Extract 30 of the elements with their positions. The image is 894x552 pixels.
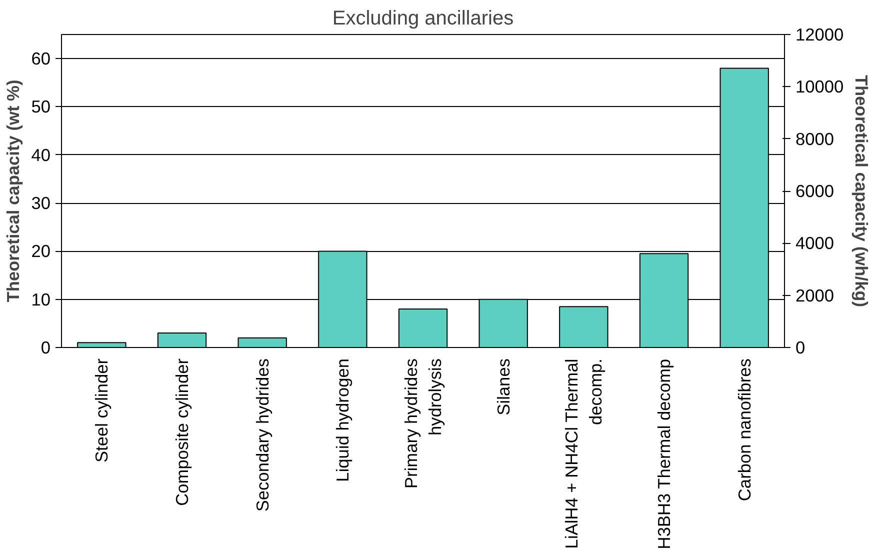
chart-title: Excluding ancillaries [332, 8, 514, 30]
y-tick-label: 60 [31, 48, 51, 69]
y-axis-title: Theoretical capacity (wt %) [3, 80, 24, 302]
y-tick-label: 20 [31, 241, 51, 262]
x-tick-label: Secondary hydrides [252, 358, 272, 512]
y-tick-label: 10 [31, 289, 51, 310]
x-tick-label: LiAlH4 + NH4Cl Thermal decomp. [562, 358, 606, 549]
x-tick-label: Steel cylinder [92, 358, 112, 463]
y-tick-label: 30 [31, 193, 51, 214]
y2-tick-label: 6000 [796, 181, 834, 201]
y2-tick-label: 12000 [796, 24, 844, 44]
x-tick-label: Silanes [493, 358, 514, 416]
y-tick-label: 0 [40, 338, 51, 358]
bar [559, 306, 608, 348]
bar [238, 337, 287, 348]
x-tick-label: Primary hydrides hydrolysis [401, 358, 445, 488]
x-tick-label: Liquid hydrogen [332, 358, 353, 482]
y2-tick-label: 8000 [796, 128, 834, 149]
x-tick-label: H3BH3 Thermal decomp [654, 358, 674, 550]
bar [157, 332, 207, 348]
y2-tick-label: 10000 [796, 76, 844, 97]
y2-tick-label: 2000 [796, 285, 834, 306]
bar [398, 308, 448, 348]
x-tick-label: Carbon nanofibres [734, 358, 754, 502]
y-tick-label: 40 [31, 144, 51, 165]
x-tick-label: Composite cylinder [172, 358, 192, 506]
y-tick-label: 50 [31, 96, 51, 117]
y2-axis-title: Theoretical capacity (wh/kg) [852, 74, 872, 308]
y2-tick-label: 0 [796, 338, 806, 358]
y2-tick-label: 4000 [796, 233, 834, 254]
